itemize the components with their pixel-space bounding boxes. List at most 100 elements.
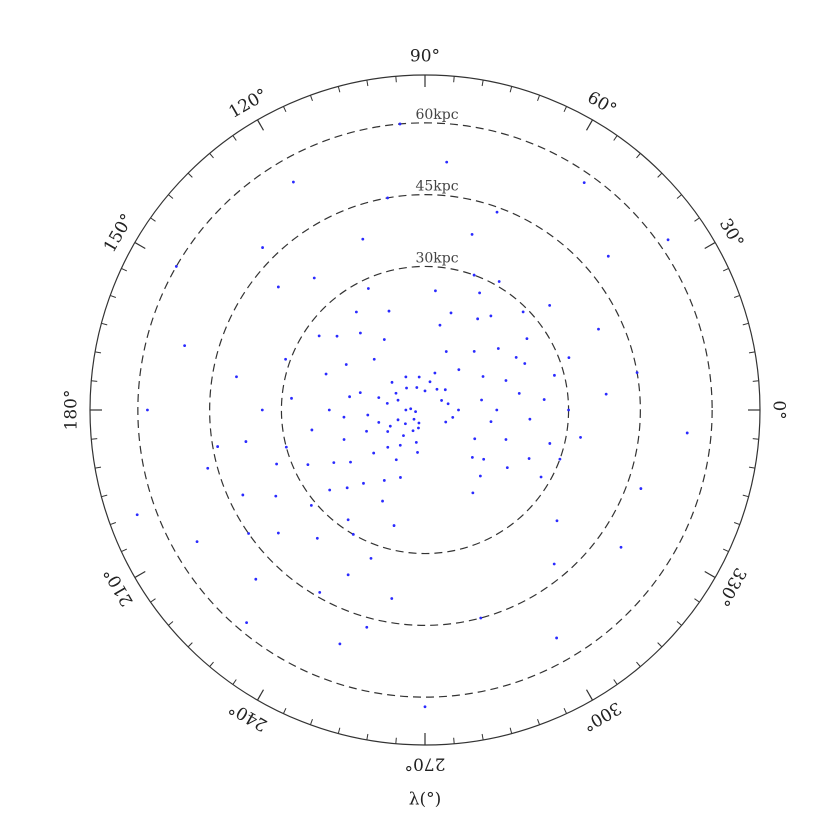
point [261,246,264,249]
minor-tick [509,86,513,93]
minor-tick [395,737,397,744]
point [480,398,483,402]
point [327,408,331,412]
point [372,357,376,361]
minor-tick [752,380,759,382]
point [528,417,532,421]
point [312,276,316,280]
point [328,488,332,492]
angle-tick [704,241,716,250]
point [542,398,546,401]
minor-tick [101,322,108,326]
point [349,460,352,464]
angle-tick-label: 240° [226,697,271,735]
minor-tick [742,494,749,498]
minor-tick [187,172,193,178]
minor-tick [337,727,341,734]
minor-tick [509,727,513,734]
point [539,475,543,479]
point [446,402,450,406]
point [449,311,453,315]
point [388,424,392,428]
ring-label: 45kpc [415,179,458,195]
point [619,545,623,549]
point [315,536,319,540]
minor-tick [636,153,641,159]
minor-tick [481,80,484,87]
point [351,532,355,536]
point [505,466,509,470]
point [332,461,336,465]
point [415,386,419,389]
point [414,440,418,444]
point [470,455,474,459]
point [386,445,390,449]
point [523,362,527,365]
point [548,304,552,307]
point [394,391,398,395]
point [435,387,439,391]
point [342,415,346,419]
point [390,380,394,384]
minor-tick [150,598,156,603]
point [433,371,437,375]
point [366,287,370,290]
point [451,416,455,419]
point [362,481,365,485]
angle-tick-label: 60° [584,88,620,120]
point [558,457,562,461]
minor-tick [694,217,700,222]
minor-tick [537,718,541,725]
point [495,210,499,214]
point [392,524,396,527]
angle-tick [134,570,146,579]
minor-tick [309,95,313,102]
point [489,420,493,424]
angle-tick [256,119,265,131]
point [412,417,416,421]
minor-tick [91,380,98,382]
angle-tick-label: 300° [579,697,624,735]
point [235,375,238,379]
point [276,285,280,289]
angle-tick-label: 120° [226,85,271,123]
point [377,420,381,424]
ring-label: 60kpc [415,107,458,123]
point [398,443,402,447]
minor-tick [232,679,237,685]
point [365,625,369,629]
point [481,375,485,378]
minor-tick [91,438,98,440]
point [457,368,461,372]
minor-tick [209,153,214,159]
minor-tick [537,95,541,102]
point [521,310,525,314]
point [377,396,381,400]
point [254,577,258,581]
point [495,408,499,412]
point [597,327,600,331]
point [582,181,586,185]
point [666,238,670,242]
angle-tick [585,689,594,701]
point [548,442,552,445]
angle-tick-label: 0° [769,400,789,419]
minor-tick [121,548,128,553]
point [404,408,408,412]
point [394,458,398,462]
point [146,408,149,412]
point [318,590,322,594]
minor-tick [282,106,287,113]
point [417,426,420,430]
point [504,438,508,441]
point [241,493,245,497]
point [411,429,415,433]
minor-tick [337,86,341,93]
ring-label: 30kpc [415,250,458,266]
point [423,389,427,393]
minor-tick [563,707,568,714]
point [444,350,448,353]
point [183,344,187,347]
minor-tick [282,707,287,714]
